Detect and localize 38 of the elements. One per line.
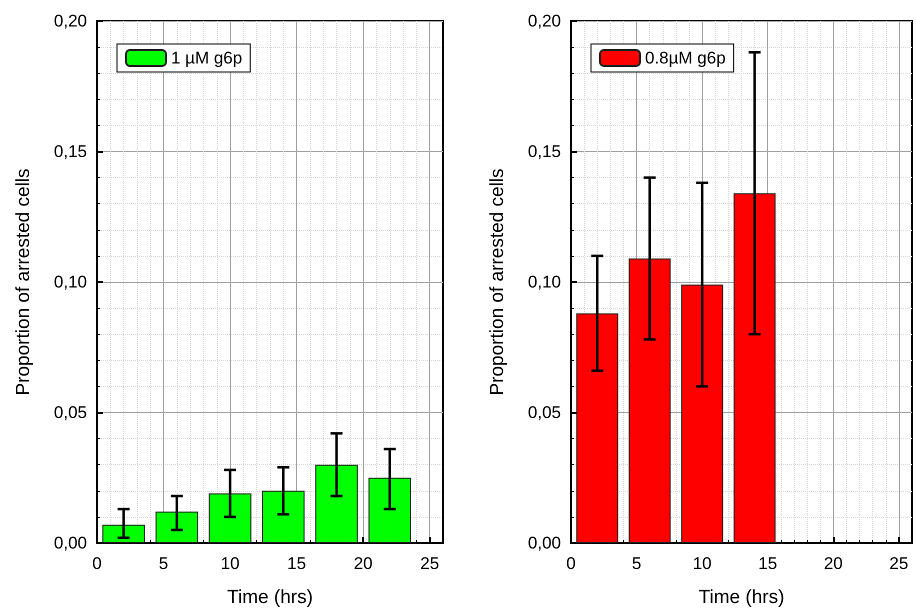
bar [368, 478, 412, 543]
x-tick-label: 10 [220, 554, 240, 573]
bar [156, 512, 198, 543]
x-tick-label: 15 [758, 554, 778, 573]
y-tick-label: 0,00 [54, 534, 87, 552]
y-tick-label: 0,20 [54, 12, 87, 30]
y-axis-title: Proportion of arrested cells [487, 168, 508, 396]
y-tick-label: 0,00 [528, 534, 561, 552]
bar [315, 464, 358, 543]
y-tick-label: 0,15 [528, 142, 561, 161]
x-tick-label: 10 [692, 554, 712, 573]
bar [208, 493, 252, 543]
y-tick-label: 0,10 [528, 272, 561, 292]
x-tick-label: 25 [420, 554, 440, 573]
legend-label: 0.8µM g6p [645, 48, 726, 68]
bar [102, 524, 145, 543]
x-tick-label: 0 [92, 554, 102, 573]
x-tick-label: 5 [158, 554, 168, 573]
x-tick-label: 0 [566, 554, 576, 573]
legend-label: 1 µM g6p [171, 48, 242, 68]
y-tick-label: 0,05 [528, 403, 561, 422]
bar [576, 313, 618, 543]
bar [262, 490, 305, 543]
bar [628, 258, 671, 543]
x-tick-label: 20 [354, 554, 373, 573]
x-axis-title: Time (hrs) [227, 587, 313, 608]
x-tick-label: 25 [889, 554, 908, 573]
bar [734, 193, 776, 543]
x-axis-title: Time (hrs) [698, 587, 784, 608]
y-tick-label: 0,20 [528, 12, 561, 30]
bar [681, 284, 724, 543]
y-tick-label: 0,10 [54, 272, 87, 292]
y-tick-label: 0,15 [54, 142, 87, 161]
x-tick-label: 5 [632, 554, 642, 573]
y-tick-label: 0,05 [54, 403, 87, 422]
y-axis-title: Proportion of arrested cells [13, 168, 34, 396]
x-tick-label: 15 [287, 554, 306, 573]
x-tick-label: 20 [824, 554, 843, 573]
